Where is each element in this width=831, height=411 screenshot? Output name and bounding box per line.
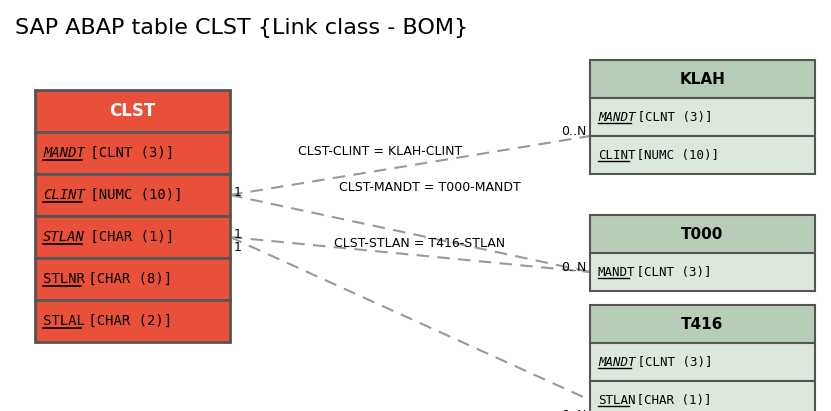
Text: [CLNT (3)]: [CLNT (3)] [629, 266, 711, 279]
Text: CLINT: CLINT [43, 188, 85, 202]
Text: KLAH: KLAH [680, 72, 725, 86]
Bar [35, 132, 230, 174]
Text: [CHAR (1)]: [CHAR (1)] [82, 230, 175, 244]
Text: CLST-CLINT = KLAH-CLINT: CLST-CLINT = KLAH-CLINT [297, 145, 462, 158]
Text: 0..N: 0..N [561, 409, 586, 411]
Bar [590, 343, 815, 381]
Text: [NUMC (10)]: [NUMC (10)] [629, 148, 719, 162]
Text: 0..N: 0..N [561, 125, 586, 138]
Text: [CLNT (3)]: [CLNT (3)] [631, 111, 713, 123]
Text: STLAN: STLAN [43, 230, 85, 244]
Text: STLNR: STLNR [43, 272, 85, 286]
Bar [590, 136, 815, 174]
Bar [590, 381, 815, 411]
Text: MANDT: MANDT [598, 266, 636, 279]
Text: [NUMC (10)]: [NUMC (10)] [82, 188, 183, 202]
Text: 1: 1 [234, 185, 242, 199]
Bar [590, 305, 815, 343]
Text: 0..N: 0..N [561, 261, 586, 273]
Bar [35, 90, 230, 132]
Text: STLAL: STLAL [43, 314, 85, 328]
Bar [35, 258, 230, 300]
Bar [590, 215, 815, 253]
Text: CLST: CLST [110, 102, 155, 120]
Text: T416: T416 [681, 316, 724, 332]
Text: SAP ABAP table CLST {Link class - BOM}: SAP ABAP table CLST {Link class - BOM} [15, 18, 468, 38]
Bar [35, 300, 230, 342]
Text: [CLNT (3)]: [CLNT (3)] [82, 146, 175, 160]
Text: CLST-MANDT = T000-MANDT: CLST-MANDT = T000-MANDT [339, 180, 521, 194]
Text: MANDT: MANDT [598, 111, 636, 123]
Text: [CLNT (3)]: [CLNT (3)] [631, 356, 713, 369]
Text: [CHAR (2)]: [CHAR (2)] [81, 314, 173, 328]
Text: CLST-STLAN = T416-STLAN: CLST-STLAN = T416-STLAN [334, 236, 505, 249]
Text: 1: 1 [234, 228, 242, 240]
Text: 1: 1 [234, 240, 242, 254]
Text: MANDT: MANDT [598, 356, 636, 369]
Bar [590, 60, 815, 98]
Bar [590, 98, 815, 136]
Text: MANDT: MANDT [43, 146, 85, 160]
Text: T000: T000 [681, 226, 724, 242]
Text: [CHAR (8)]: [CHAR (8)] [81, 272, 173, 286]
Bar [35, 216, 230, 258]
Text: CLINT: CLINT [598, 148, 636, 162]
Text: STLAN: STLAN [598, 393, 636, 406]
Text: [CHAR (1)]: [CHAR (1)] [629, 393, 711, 406]
Bar [35, 174, 230, 216]
Bar [590, 253, 815, 291]
